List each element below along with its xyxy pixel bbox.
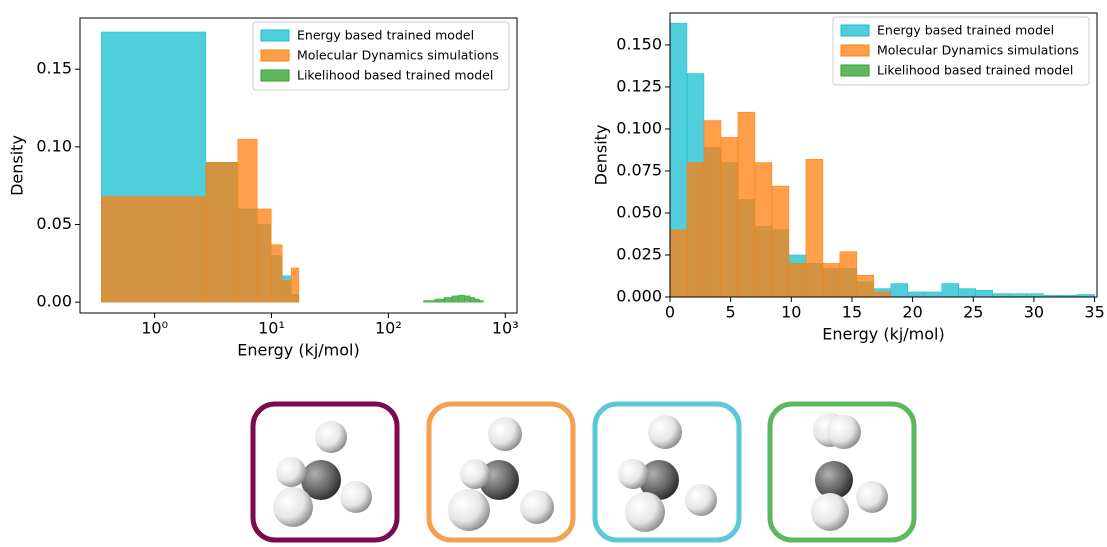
y-tick-label: 0.075: [616, 160, 662, 179]
x-axis-label: Energy (kj/mol): [237, 341, 360, 360]
bar: [908, 292, 925, 297]
bar: [291, 268, 299, 302]
bar: [206, 162, 238, 302]
molecule-panel: [595, 404, 739, 540]
bar: [721, 137, 738, 297]
bar: [857, 275, 874, 297]
y-tick-label: 0.150: [616, 34, 662, 53]
legend-label: Molecular Dynamics simulations: [297, 48, 499, 63]
bar: [806, 159, 823, 297]
legend-swatch: [841, 25, 869, 36]
legend-label: Energy based trained model: [877, 23, 1054, 38]
x-tick-label: 30: [1024, 303, 1044, 322]
chart: 0.00 0.05 0.10 0.15 10⁰ 10¹ 10² 10³ Energy (kj/m…: [8, 18, 519, 360]
bar: [257, 209, 271, 302]
bar: [470, 297, 475, 302]
x-tick-label: 15: [842, 303, 862, 322]
bar: [271, 245, 282, 302]
molecule-panel: [253, 404, 397, 540]
bar: [772, 186, 789, 297]
bar: [1010, 294, 1027, 297]
legend-label: Likelihood based trained model: [297, 68, 493, 83]
y-tick-label: 0.10: [36, 136, 72, 155]
y-tick-label: 0.125: [616, 76, 662, 95]
legend-swatch: [261, 70, 289, 81]
y-tick-label: 0.05: [36, 214, 72, 233]
bar: [891, 284, 908, 297]
bar: [101, 197, 206, 303]
bar: [452, 296, 459, 302]
bar: [840, 252, 857, 297]
bar: [823, 263, 840, 297]
bar: [976, 290, 993, 297]
legend-swatch: [841, 65, 869, 76]
bar: [670, 230, 687, 297]
bar: [238, 139, 257, 302]
y-tick-label: 0.000: [616, 287, 662, 306]
bar: [942, 284, 959, 297]
y-tick-label: 0.15: [36, 59, 72, 78]
molecules: [253, 404, 914, 540]
bar: [687, 163, 704, 297]
bar: [925, 292, 942, 297]
bar: [444, 297, 452, 302]
bar: [459, 295, 465, 302]
y-tick-label: 0.100: [616, 118, 662, 137]
bar: [704, 121, 721, 297]
y-tick-label: 0.00: [36, 292, 72, 311]
bar: [738, 112, 755, 297]
bar: [424, 301, 435, 303]
bar: [959, 289, 976, 297]
x-tick-label: 10¹: [258, 319, 285, 338]
legend: Energy based trained model Molecular Dyna…: [253, 22, 509, 90]
bar: [465, 296, 470, 302]
bar: [435, 299, 444, 302]
x-tick-label: 10: [781, 303, 801, 322]
x-tick-label: 20: [902, 303, 922, 322]
legend: Energy based trained model Molecular Dyna…: [833, 17, 1089, 85]
legend-swatch: [841, 45, 869, 56]
x-tick-label: 35: [1084, 303, 1104, 322]
x-tick-label: 10²: [375, 319, 402, 338]
y-axis-label: Density: [592, 125, 611, 186]
figure: 0.00 0.05 0.10 0.15 10⁰ 10¹ 10² 10³ Energy (kj/m…: [0, 0, 1107, 543]
y-axis-label: Density: [8, 135, 27, 196]
legend-label: Energy based trained model: [297, 28, 474, 43]
bar: [1027, 294, 1044, 297]
legend-swatch: [261, 30, 289, 41]
bar: [479, 301, 483, 303]
x-tick-label: 0: [665, 303, 675, 322]
bar: [789, 263, 806, 297]
x-axis-label: Energy (kj/mol): [822, 325, 945, 344]
legend-swatch: [261, 50, 289, 61]
y-tick-label: 0.025: [616, 244, 662, 263]
bar: [282, 280, 291, 302]
x-tick-label: 25: [963, 303, 983, 322]
legend-label: Molecular Dynamics simulations: [877, 43, 1079, 58]
bar: [993, 294, 1010, 297]
x-tick-label: 10⁰: [141, 319, 168, 338]
page: {"chart_data": [ {"type": "histogram", "…: [0, 0, 1107, 547]
x-tick-label: 10³: [492, 319, 519, 338]
molecule-panel: [770, 404, 914, 540]
x-tick-label: 5: [726, 303, 736, 322]
bar: [475, 299, 479, 302]
legend-label: Likelihood based trained model: [877, 63, 1073, 78]
bar: [874, 292, 891, 297]
y-tick-label: 0.050: [616, 202, 662, 221]
chart: 0.000 0.025 0.050 0.075 0.100 0.125 0.150 0 5 10 1…: [592, 13, 1105, 344]
bar: [755, 163, 772, 297]
molecule-panel: [429, 404, 573, 540]
